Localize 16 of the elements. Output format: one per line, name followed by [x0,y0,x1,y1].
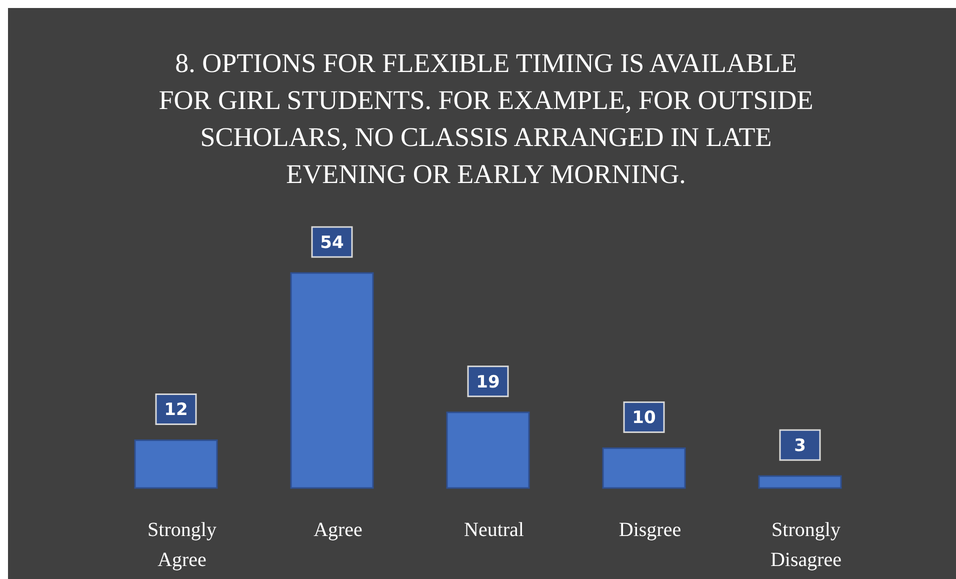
data-label: 12 [164,400,188,420]
x-tick-label: Strongly Disagree [770,519,842,571]
bar [134,439,218,489]
data-label: 3 [794,436,806,456]
bar [602,447,686,489]
x-tick-label: Neutral [464,519,524,541]
x-tick-label: Agree [314,519,363,541]
data-label: 54 [320,233,344,253]
x-tick-label: Strongly Agree [148,519,216,571]
data-label: 19 [476,372,500,392]
data-label: 10 [632,408,656,428]
bar [758,475,842,489]
x-tick-label: Disgree [618,519,682,541]
bar [290,272,374,489]
bar [446,412,530,489]
chart-title: 8. OPTIONS FOR FLEXIBLE TIMING IS AVAILABLE FOR GIRL STUDENTS. FOR EXAMPLE, FOR OUTSIDE SCHOLARS, NO CLASSIS ARRANGED IN LATE EVENING OR EARLY MORNING. [158,48,814,189]
